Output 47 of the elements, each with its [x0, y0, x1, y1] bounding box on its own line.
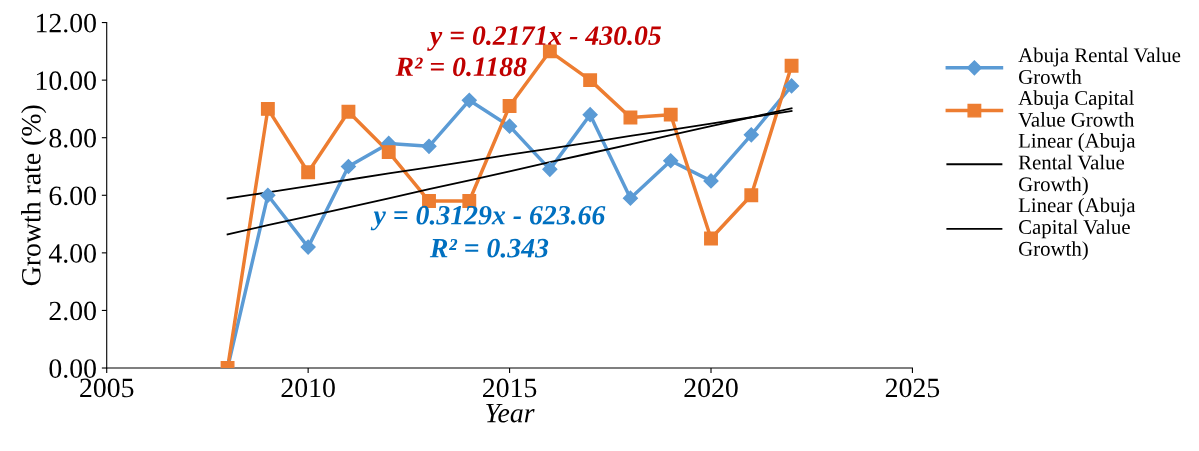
x-tick-label: 2005 — [80, 378, 134, 398]
point — [260, 187, 276, 203]
annotation: R² = 0.343 — [429, 238, 549, 258]
point — [502, 99, 517, 113]
y-tick-label: 2.00 — [49, 301, 96, 321]
point — [260, 101, 275, 116]
annotation: y = 0.2171x - 430.05 — [427, 26, 662, 51]
point — [623, 110, 638, 125]
point — [340, 158, 356, 175]
legend-label: Linear (Abuja Rental Value Growth) — [1018, 133, 1136, 196]
point — [341, 104, 356, 119]
y-tick-label: 12.00 — [36, 13, 96, 33]
point — [301, 165, 316, 180]
point — [663, 107, 678, 122]
x-axis-title: Year — [486, 404, 535, 423]
y-tick-label: 8.00 — [49, 128, 96, 148]
point — [421, 138, 437, 154]
legend-label: Linear (Abuja Capital Value Growth) — [1018, 197, 1136, 261]
y-tick-label: 10.00 — [36, 71, 96, 91]
point — [502, 118, 518, 134]
point — [583, 73, 598, 88]
point — [704, 231, 718, 246]
point — [381, 145, 396, 160]
legend-label: Abuja Capital Value Growth — [1018, 90, 1135, 127]
point — [300, 239, 316, 255]
point — [542, 44, 557, 59]
point — [582, 107, 598, 123]
x-tick-label: 2025 — [885, 378, 940, 398]
point — [622, 190, 639, 206]
point — [743, 127, 759, 143]
point — [542, 161, 558, 177]
x-tick-label: 2010 — [281, 378, 335, 398]
annotation: y = 0.3129x - 623.66 — [370, 205, 606, 231]
point — [784, 78, 800, 94]
y-tick-label: 0.00 — [49, 359, 96, 379]
x-tick-label: 2015 — [483, 378, 537, 398]
point — [744, 188, 759, 203]
annotation: R² = 0.1188 — [395, 57, 527, 77]
x-tick-label: 2020 — [684, 378, 738, 398]
point — [663, 153, 679, 169]
y-tick-label: 6.00 — [49, 186, 96, 206]
point — [703, 173, 719, 189]
y-axis-title: Growth rate (%) — [21, 105, 47, 286]
legend-label: Abuja Rental Value Growth — [1018, 47, 1181, 85]
point — [784, 58, 799, 73]
y-tick-label: 4.00 — [48, 244, 96, 263]
point — [461, 92, 477, 108]
